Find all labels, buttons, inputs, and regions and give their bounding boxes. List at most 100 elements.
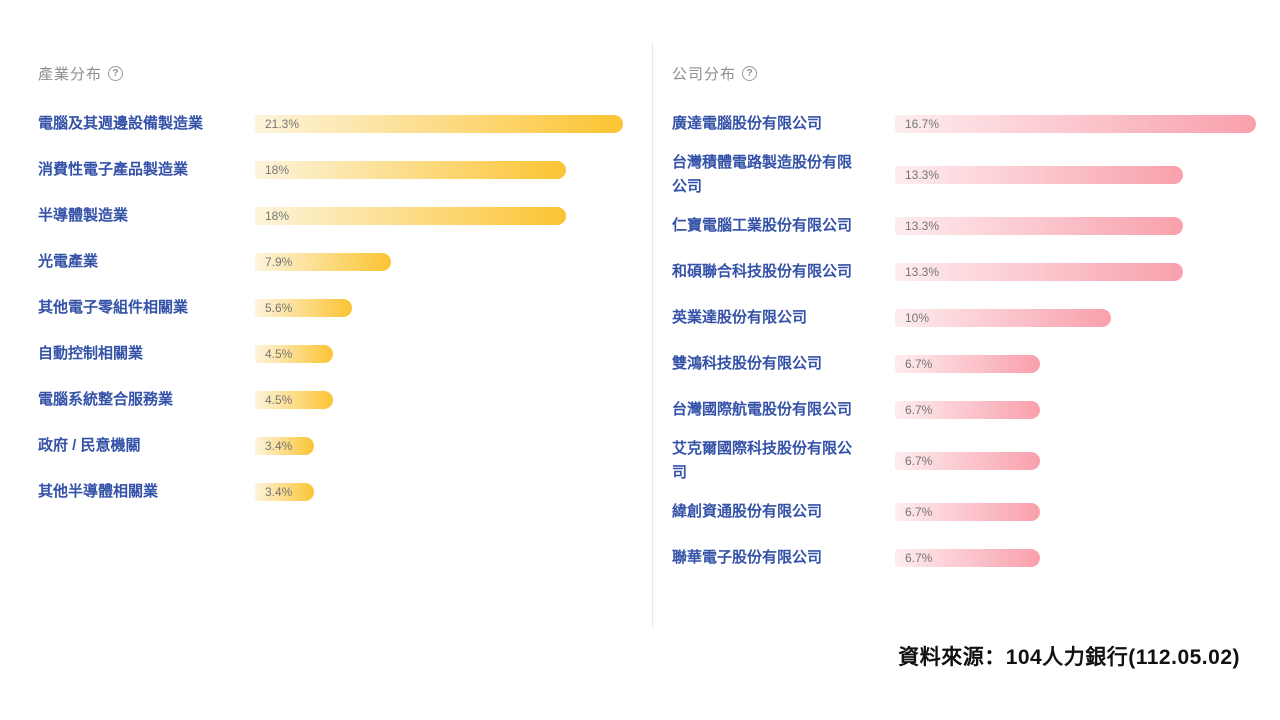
- industry-bar: 4.5%: [255, 391, 333, 409]
- industry-value: 21.3%: [265, 117, 300, 131]
- company-row: 緯創資通股份有限公司 6.7%: [672, 489, 1256, 535]
- company-bar: 6.7%: [895, 503, 1040, 521]
- industry-row: 光電產業 7.9%: [38, 239, 623, 285]
- company-bar-track: 6.7%: [895, 452, 1256, 470]
- company-bar-track: 6.7%: [895, 549, 1256, 567]
- industry-bar: 5.6%: [255, 299, 352, 317]
- company-label: 雙鴻科技股份有限公司: [672, 355, 823, 372]
- company-bar: 13.3%: [895, 217, 1183, 235]
- industry-bar: 4.5%: [255, 345, 333, 363]
- industry-distribution-panel: 產業分布 ? 電腦及其週邊設備製造業 21.3% 消費性電子產品製造業 18% 半導體製…: [38, 62, 623, 515]
- company-bar-track: 13.3%: [895, 263, 1256, 281]
- company-value: 6.7%: [905, 551, 933, 565]
- industry-bar: 18%: [255, 207, 566, 225]
- company-label: 和碩聯合科技股份有限公司: [672, 263, 853, 280]
- company-bar-track: 6.7%: [895, 355, 1256, 373]
- company-panel-title: 公司分布 ?: [672, 62, 1256, 84]
- company-value: 6.7%: [905, 403, 933, 417]
- industry-row: 電腦及其週邊設備製造業 21.3%: [38, 101, 623, 147]
- industry-label: 電腦系統整合服務業: [38, 391, 174, 408]
- company-value: 13.3%: [905, 219, 940, 233]
- company-row: 和碩聯合科技股份有限公司 13.3%: [672, 249, 1256, 295]
- company-value: 10%: [905, 311, 930, 325]
- industry-label: 半導體製造業: [38, 207, 129, 224]
- panel-divider: [652, 42, 653, 628]
- company-bar: 6.7%: [895, 355, 1040, 373]
- industry-bar: 18%: [255, 161, 566, 179]
- company-value: 6.7%: [905, 454, 933, 468]
- industry-panel-title: 產業分布 ?: [38, 62, 623, 84]
- company-label: 艾克爾國際科技股份有限公司: [672, 440, 853, 481]
- industry-bar-track: 18%: [255, 161, 623, 179]
- industry-row: 其他半導體相關業 3.4%: [38, 469, 623, 515]
- company-row: 雙鴻科技股份有限公司 6.7%: [672, 341, 1256, 387]
- industry-value: 18%: [265, 163, 290, 177]
- company-bar: 13.3%: [895, 263, 1183, 281]
- industry-row: 自動控制相關業 4.5%: [38, 331, 623, 377]
- industry-row: 電腦系統整合服務業 4.5%: [38, 377, 623, 423]
- company-label: 仁寶電腦工業股份有限公司: [672, 217, 853, 234]
- industry-bar: 3.4%: [255, 437, 314, 455]
- industry-row: 消費性電子產品製造業 18%: [38, 147, 623, 193]
- company-bar-track: 13.3%: [895, 166, 1256, 184]
- industry-label: 其他半導體相關業: [38, 483, 159, 500]
- help-icon[interactable]: ?: [108, 65, 124, 81]
- industry-panel-title-text: 產業分布: [38, 65, 103, 83]
- company-value: 16.7%: [905, 117, 940, 131]
- industry-bar-track: 3.4%: [255, 483, 623, 501]
- company-value: 13.3%: [905, 265, 940, 279]
- industry-label: 自動控制相關業: [38, 345, 144, 362]
- industry-label: 政府 / 民意機關: [38, 437, 141, 454]
- industry-bar: 3.4%: [255, 483, 314, 501]
- company-bar-track: 13.3%: [895, 217, 1256, 235]
- company-value: 13.3%: [905, 168, 940, 182]
- company-label: 台灣國際航電股份有限公司: [672, 401, 853, 418]
- industry-bar-list: 電腦及其週邊設備製造業 21.3% 消費性電子產品製造業 18% 半導體製造業 18% 光電…: [38, 101, 623, 515]
- company-label: 台灣積體電路製造股份有限公司: [672, 154, 853, 195]
- company-row: 聯華電子股份有限公司 6.7%: [672, 535, 1256, 581]
- company-bar-track: 10%: [895, 309, 1256, 327]
- industry-label: 光電產業: [38, 253, 99, 270]
- industry-bar: 7.9%: [255, 253, 392, 271]
- company-panel-title-text: 公司分布: [672, 65, 737, 83]
- company-label: 廣達電腦股份有限公司: [672, 115, 823, 132]
- company-bar-track: 16.7%: [895, 115, 1256, 133]
- company-bar-track: 6.7%: [895, 401, 1256, 419]
- company-row: 艾克爾國際科技股份有限公司 6.7%: [672, 433, 1256, 489]
- company-distribution-panel: 公司分布 ? 廣達電腦股份有限公司 16.7% 台灣積體電路製造股份有限公司 13.3…: [672, 62, 1256, 581]
- company-row: 台灣積體電路製造股份有限公司 13.3%: [672, 147, 1256, 203]
- industry-bar-track: 21.3%: [255, 115, 623, 133]
- industry-label: 消費性電子產品製造業: [38, 161, 189, 178]
- industry-value: 4.5%: [265, 347, 293, 361]
- industry-row: 半導體製造業 18%: [38, 193, 623, 239]
- industry-bar-track: 18%: [255, 207, 623, 225]
- industry-bar-track: 4.5%: [255, 391, 623, 409]
- help-icon[interactable]: ?: [742, 65, 758, 81]
- company-value: 6.7%: [905, 357, 933, 371]
- company-row: 英業達股份有限公司 10%: [672, 295, 1256, 341]
- industry-row: 其他電子零組件相關業 5.6%: [38, 285, 623, 331]
- company-bar: 6.7%: [895, 452, 1040, 470]
- industry-value: 3.4%: [265, 439, 293, 453]
- industry-row: 政府 / 民意機關 3.4%: [38, 423, 623, 469]
- industry-bar-track: 7.9%: [255, 253, 623, 271]
- industry-value: 3.4%: [265, 485, 293, 499]
- company-label: 英業達股份有限公司: [672, 309, 808, 326]
- industry-value: 4.5%: [265, 393, 293, 407]
- company-bar-track: 6.7%: [895, 503, 1256, 521]
- industry-value: 7.9%: [265, 255, 293, 269]
- company-value: 6.7%: [905, 505, 933, 519]
- company-label: 聯華電子股份有限公司: [672, 549, 823, 566]
- industry-label: 電腦及其週邊設備製造業: [38, 115, 204, 132]
- company-bar-list: 廣達電腦股份有限公司 16.7% 台灣積體電路製造股份有限公司 13.3% 仁寶電腦工業…: [672, 101, 1256, 581]
- industry-bar-track: 5.6%: [255, 299, 623, 317]
- industry-label: 其他電子零組件相關業: [38, 299, 189, 316]
- company-row: 仁寶電腦工業股份有限公司 13.3%: [672, 203, 1256, 249]
- industry-value: 5.6%: [265, 301, 293, 315]
- company-bar: 6.7%: [895, 401, 1040, 419]
- industry-value: 18%: [265, 209, 290, 223]
- company-bar: 13.3%: [895, 166, 1183, 184]
- source-note: 資料來源：104人力銀行(112.05.02): [898, 646, 1240, 669]
- industry-bar-track: 3.4%: [255, 437, 623, 455]
- company-row: 廣達電腦股份有限公司 16.7%: [672, 101, 1256, 147]
